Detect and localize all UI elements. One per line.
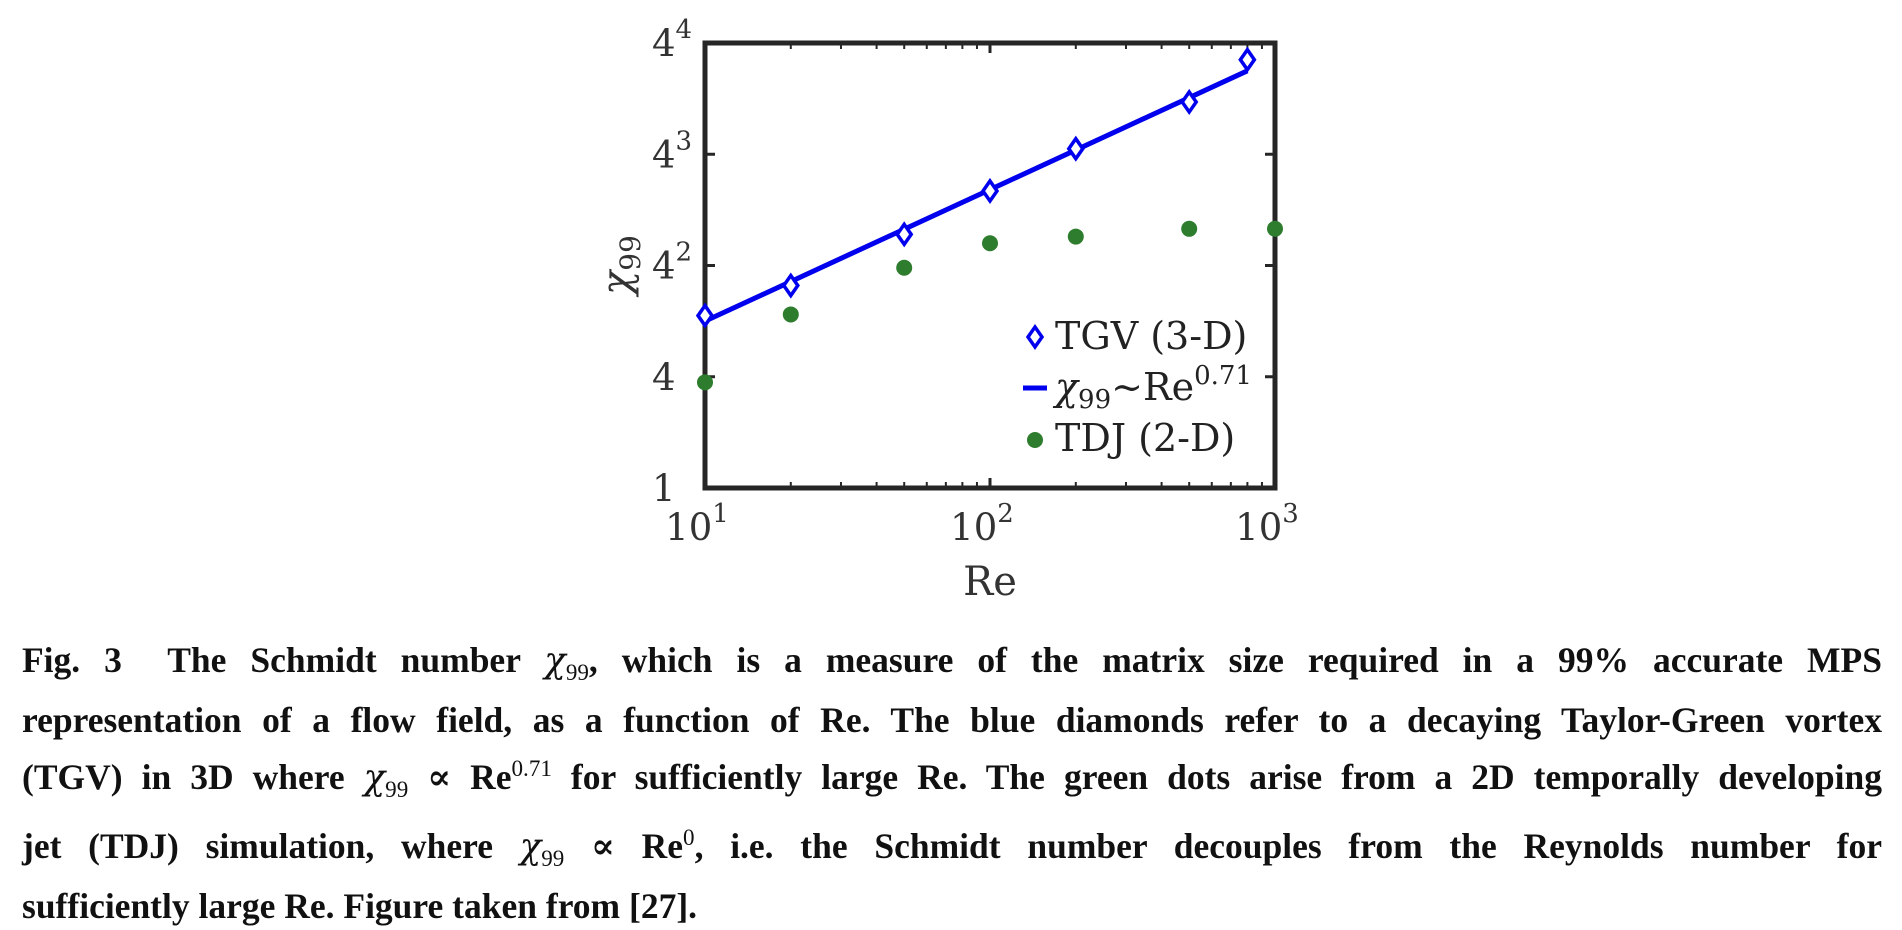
legend-tgv-label: TGV (3-D) bbox=[1055, 314, 1247, 358]
caption-line-4: jet (TDJ) simulation, where χ99 ∝ Re0, i… bbox=[22, 824, 1882, 871]
y-tick-base: 4 bbox=[652, 22, 676, 65]
figure-caption: Fig. 3 The Schmidt number χ99, which is … bbox=[22, 636, 1882, 930]
y-axis-title: χ99 bbox=[594, 235, 647, 298]
x-tick-base: 10 bbox=[950, 506, 997, 549]
x-tick-exponent: 3 bbox=[1282, 499, 1299, 529]
legend-tdj-marker bbox=[1027, 432, 1043, 448]
tgv-diamond-marker bbox=[895, 221, 914, 248]
legend-fit-symbol: χ bbox=[1052, 365, 1080, 409]
tgv-diamond-marker bbox=[980, 177, 1000, 205]
y-tick-base: 4 bbox=[652, 133, 676, 176]
y-tick-label: 43 bbox=[652, 126, 692, 176]
y-axis-title-symbol: χ bbox=[594, 268, 640, 298]
y-tick-label: 4 bbox=[652, 356, 676, 399]
legend-fit-subscript: 99 bbox=[1078, 385, 1111, 415]
legend-fit-label: χ99∼Re0.71 bbox=[1052, 361, 1252, 415]
x-axis-title: Re bbox=[963, 559, 1017, 605]
tdj-dot-marker bbox=[1267, 220, 1283, 237]
tdj-dot-marker bbox=[697, 374, 713, 391]
y-tick-exponent: 2 bbox=[676, 238, 693, 268]
y-tick-base: 1 bbox=[652, 467, 676, 510]
y-tick-exponent: 3 bbox=[676, 126, 693, 156]
tdj-dot-marker bbox=[896, 259, 913, 276]
legend-tgv-marker bbox=[1025, 323, 1045, 351]
tgv-diamond-marker bbox=[781, 272, 800, 299]
x-tick-exponent: 2 bbox=[997, 499, 1014, 529]
caption-line-5: sufficiently large Re. Figure taken from… bbox=[22, 885, 698, 926]
x-tick-label: 102 bbox=[950, 499, 1014, 549]
x-tick-label: 101 bbox=[665, 499, 729, 549]
y-tick-label: 44 bbox=[652, 15, 692, 65]
figure-label: Fig. 3 bbox=[22, 640, 122, 680]
x-tick-label: 103 bbox=[1235, 499, 1299, 549]
tgv-diamond-marker bbox=[1066, 135, 1085, 162]
y-tick-base: 4 bbox=[652, 245, 676, 288]
tgv-diamond-marker bbox=[1180, 88, 1199, 116]
tgv-diamond-marker bbox=[695, 302, 715, 329]
legend-fit-relation: ∼Re bbox=[1111, 365, 1194, 409]
y-tick-base: 4 bbox=[652, 356, 676, 399]
y-tick-exponent: 4 bbox=[676, 15, 693, 45]
caption-line-1: Fig. 3 The Schmidt number χ99, which is … bbox=[22, 640, 1882, 686]
caption-line-3: (TGV) in 3D where χ99 ∝ Re0.71 for suffi… bbox=[22, 755, 1882, 803]
y-tick-label: 42 bbox=[652, 238, 692, 288]
caption-line-2: representation of a flow field, as a fun… bbox=[22, 700, 1882, 741]
legend-tdj-label: TDJ (2-D) bbox=[1055, 416, 1235, 460]
tdj-dot-marker bbox=[782, 306, 799, 323]
y-axis-title-subscript: 99 bbox=[614, 235, 647, 271]
x-tick-exponent: 1 bbox=[712, 499, 729, 529]
legend-fit-exponent: 0.71 bbox=[1194, 361, 1252, 391]
y-tick-label: 1 bbox=[652, 467, 676, 510]
tgv-diamond-marker bbox=[1238, 46, 1257, 73]
x-tick-base: 10 bbox=[1235, 506, 1282, 549]
tdj-dot-marker bbox=[982, 235, 998, 252]
x-tick-base: 10 bbox=[665, 506, 712, 549]
tdj-dot-marker bbox=[1067, 228, 1084, 245]
tdj-dot-marker bbox=[1181, 220, 1198, 237]
